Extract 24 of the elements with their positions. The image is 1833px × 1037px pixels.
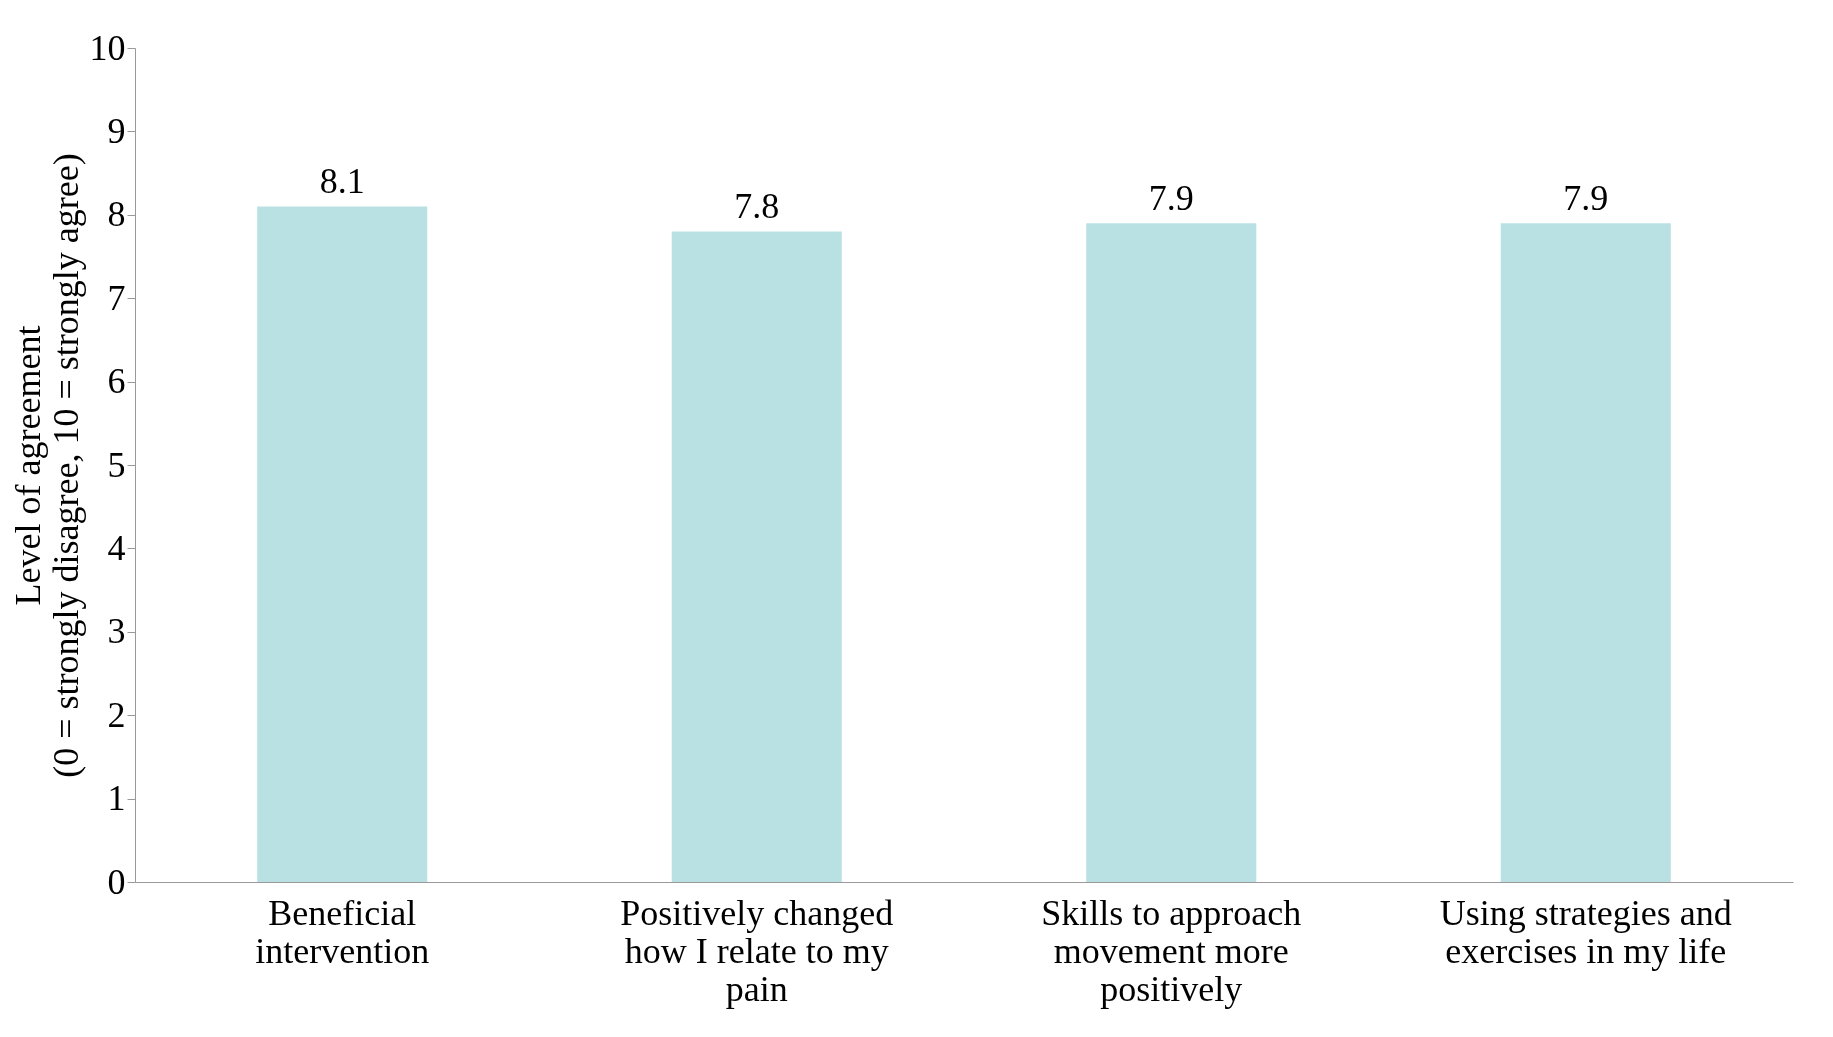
bar <box>1500 223 1671 882</box>
y-tick-label: 3 <box>107 611 126 652</box>
bar <box>671 231 842 882</box>
data-label: 7.9 <box>1148 178 1194 219</box>
data-label: 8.1 <box>319 161 365 202</box>
y-axis-title: Level of agreement (0 = strongly disagree, 10 = strongly agree) <box>7 153 86 778</box>
y-tick-label: 6 <box>107 361 126 402</box>
y-tick-label: 5 <box>107 444 126 485</box>
y-tick-label: 2 <box>107 694 126 735</box>
y-tick-label: 9 <box>107 110 126 151</box>
y-tick-label: 8 <box>107 194 126 235</box>
data-label: 7.8 <box>734 186 780 227</box>
data-label: 7.9 <box>1563 178 1609 219</box>
y-tick-label: 0 <box>107 861 126 902</box>
y-tick-label: 4 <box>107 527 126 568</box>
x-tick-label: Using strategies and exercises in my life <box>1439 892 1732 971</box>
x-tick-label: Skills to approach movement more positively <box>1041 892 1302 1009</box>
x-tick-label: Positively changed how I relate to my pain <box>620 892 894 1009</box>
bar <box>257 206 428 882</box>
y-tick-label: 7 <box>107 277 126 318</box>
bar <box>1086 223 1257 882</box>
x-tick-label: Beneficial intervention <box>255 892 430 971</box>
y-tick-label: 1 <box>107 778 126 819</box>
y-tick-label: 10 <box>89 27 126 68</box>
